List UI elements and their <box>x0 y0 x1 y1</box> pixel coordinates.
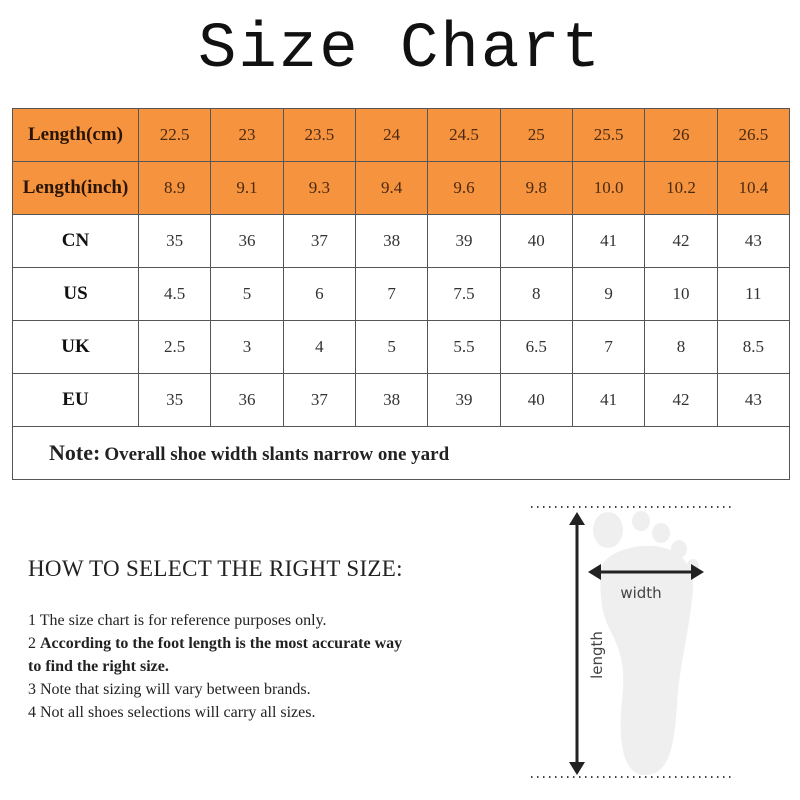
width-arrow <box>588 564 704 580</box>
table-cell: 23.5 <box>282 108 356 162</box>
table-row: US 4.5 5 6 7 7.5 8 9 10 11 <box>12 267 791 321</box>
table-cell: 10 <box>644 267 718 321</box>
table-row: EU 35 36 37 38 39 40 41 42 43 <box>12 373 791 427</box>
table-cell: 7 <box>571 320 646 374</box>
table-cell: 9.6 <box>427 161 501 215</box>
tip-text: Note that sizing will vary between brand… <box>40 681 311 698</box>
row-header: CN <box>12 214 139 268</box>
tip-item: 3 Note that sizing will vary between bra… <box>28 678 408 701</box>
tip-number: 1 <box>28 612 36 629</box>
row-header: Length(cm) <box>12 108 139 162</box>
width-label: width <box>620 584 661 602</box>
table-cell: 26 <box>644 108 718 162</box>
table-cell: 3 <box>210 320 284 374</box>
table-cell: 38 <box>354 214 429 268</box>
how-to-tips: 1 The size chart is for reference purpos… <box>28 609 408 724</box>
table-cell: 39 <box>427 373 501 427</box>
table-cell: 22.5 <box>137 108 212 162</box>
tip-text: The size chart is for reference purposes… <box>39 612 327 629</box>
table-cell: 8.9 <box>137 161 212 215</box>
table-cell: 10.2 <box>644 161 718 215</box>
table-row: Length(cm) 22.5 23 23.5 24 24.5 25 25.5 26 26.5 <box>12 108 791 162</box>
row-header: Length(inch) <box>12 161 139 215</box>
table-cell: 11 <box>716 267 791 321</box>
tip-text: Not all shoes selections will carry all … <box>40 704 316 721</box>
how-to-heading: HOW TO SELECT THE RIGHT SIZE: <box>28 556 403 581</box>
table-cell: 10.0 <box>571 161 646 215</box>
tip-number: 2 <box>28 635 36 652</box>
table-cell: 40 <box>499 373 573 427</box>
table-cell: 43 <box>716 214 791 268</box>
table-cell: 2.5 <box>137 320 212 374</box>
table-cell: 35 <box>137 373 212 427</box>
table-cell: 9.4 <box>354 161 429 215</box>
table-cell: 9.8 <box>499 161 573 215</box>
table-cell: 42 <box>644 373 718 427</box>
table-cell: 8.5 <box>716 320 791 374</box>
tip-item: 1 The size chart is for reference purpos… <box>28 609 408 632</box>
table-cell: 41 <box>571 373 646 427</box>
table-cell: 42 <box>644 214 718 268</box>
note-row: Note: Overall shoe width slants narrow on… <box>12 426 790 480</box>
tip-item: 4 Not all shoes selections will carry al… <box>28 701 408 724</box>
note-cell: Note: Overall shoe width slants narrow on… <box>12 426 790 480</box>
table-cell: 5.5 <box>427 320 501 374</box>
table-cell: 24.5 <box>427 108 501 162</box>
tip-number: 3 <box>28 681 36 698</box>
table-cell: 9.1 <box>210 161 284 215</box>
row-header: UK <box>12 320 139 374</box>
table-cell: 25.5 <box>571 108 646 162</box>
note-text: Overall shoe width slants narrow one yar… <box>104 444 450 465</box>
size-chart-table: Length(cm) 22.5 23 23.5 24 24.5 25 25.5 26 26.5 Le… <box>12 108 791 480</box>
table-cell: 9.3 <box>282 161 356 215</box>
table-cell: 6.5 <box>499 320 573 374</box>
table-cell: 40 <box>499 214 573 268</box>
table-cell: 8 <box>644 320 718 374</box>
table-cell: 36 <box>210 373 284 427</box>
row-header: EU <box>12 373 139 427</box>
footprint-icon <box>593 511 699 775</box>
table-cell: 26.5 <box>716 108 791 162</box>
length-label: length <box>588 631 606 679</box>
table-cell: 4 <box>282 320 356 374</box>
table-cell: 23 <box>210 108 284 162</box>
tip-item: 2 According to the foot length is the mo… <box>28 632 408 678</box>
row-header: US <box>12 267 139 321</box>
table-cell: 5 <box>354 320 429 374</box>
length-arrow <box>569 512 585 775</box>
tip-text: According to the foot length is the most… <box>28 635 403 675</box>
table-cell: 9 <box>571 267 646 321</box>
note-label: Note: <box>49 440 101 465</box>
table-cell: 7 <box>354 267 429 321</box>
table-row: CN 35 36 37 38 39 40 41 42 43 <box>12 214 791 268</box>
table-cell: 37 <box>282 214 356 268</box>
table-row: UK 2.5 3 4 5 5.5 6.5 7 8 8.5 <box>12 320 791 374</box>
page-title: Size Chart <box>197 14 603 86</box>
table-cell: 24 <box>354 108 429 162</box>
tip-number: 4 <box>28 704 36 721</box>
table-cell: 38 <box>354 373 429 427</box>
table-cell: 25 <box>499 108 573 162</box>
table-cell: 39 <box>427 214 501 268</box>
